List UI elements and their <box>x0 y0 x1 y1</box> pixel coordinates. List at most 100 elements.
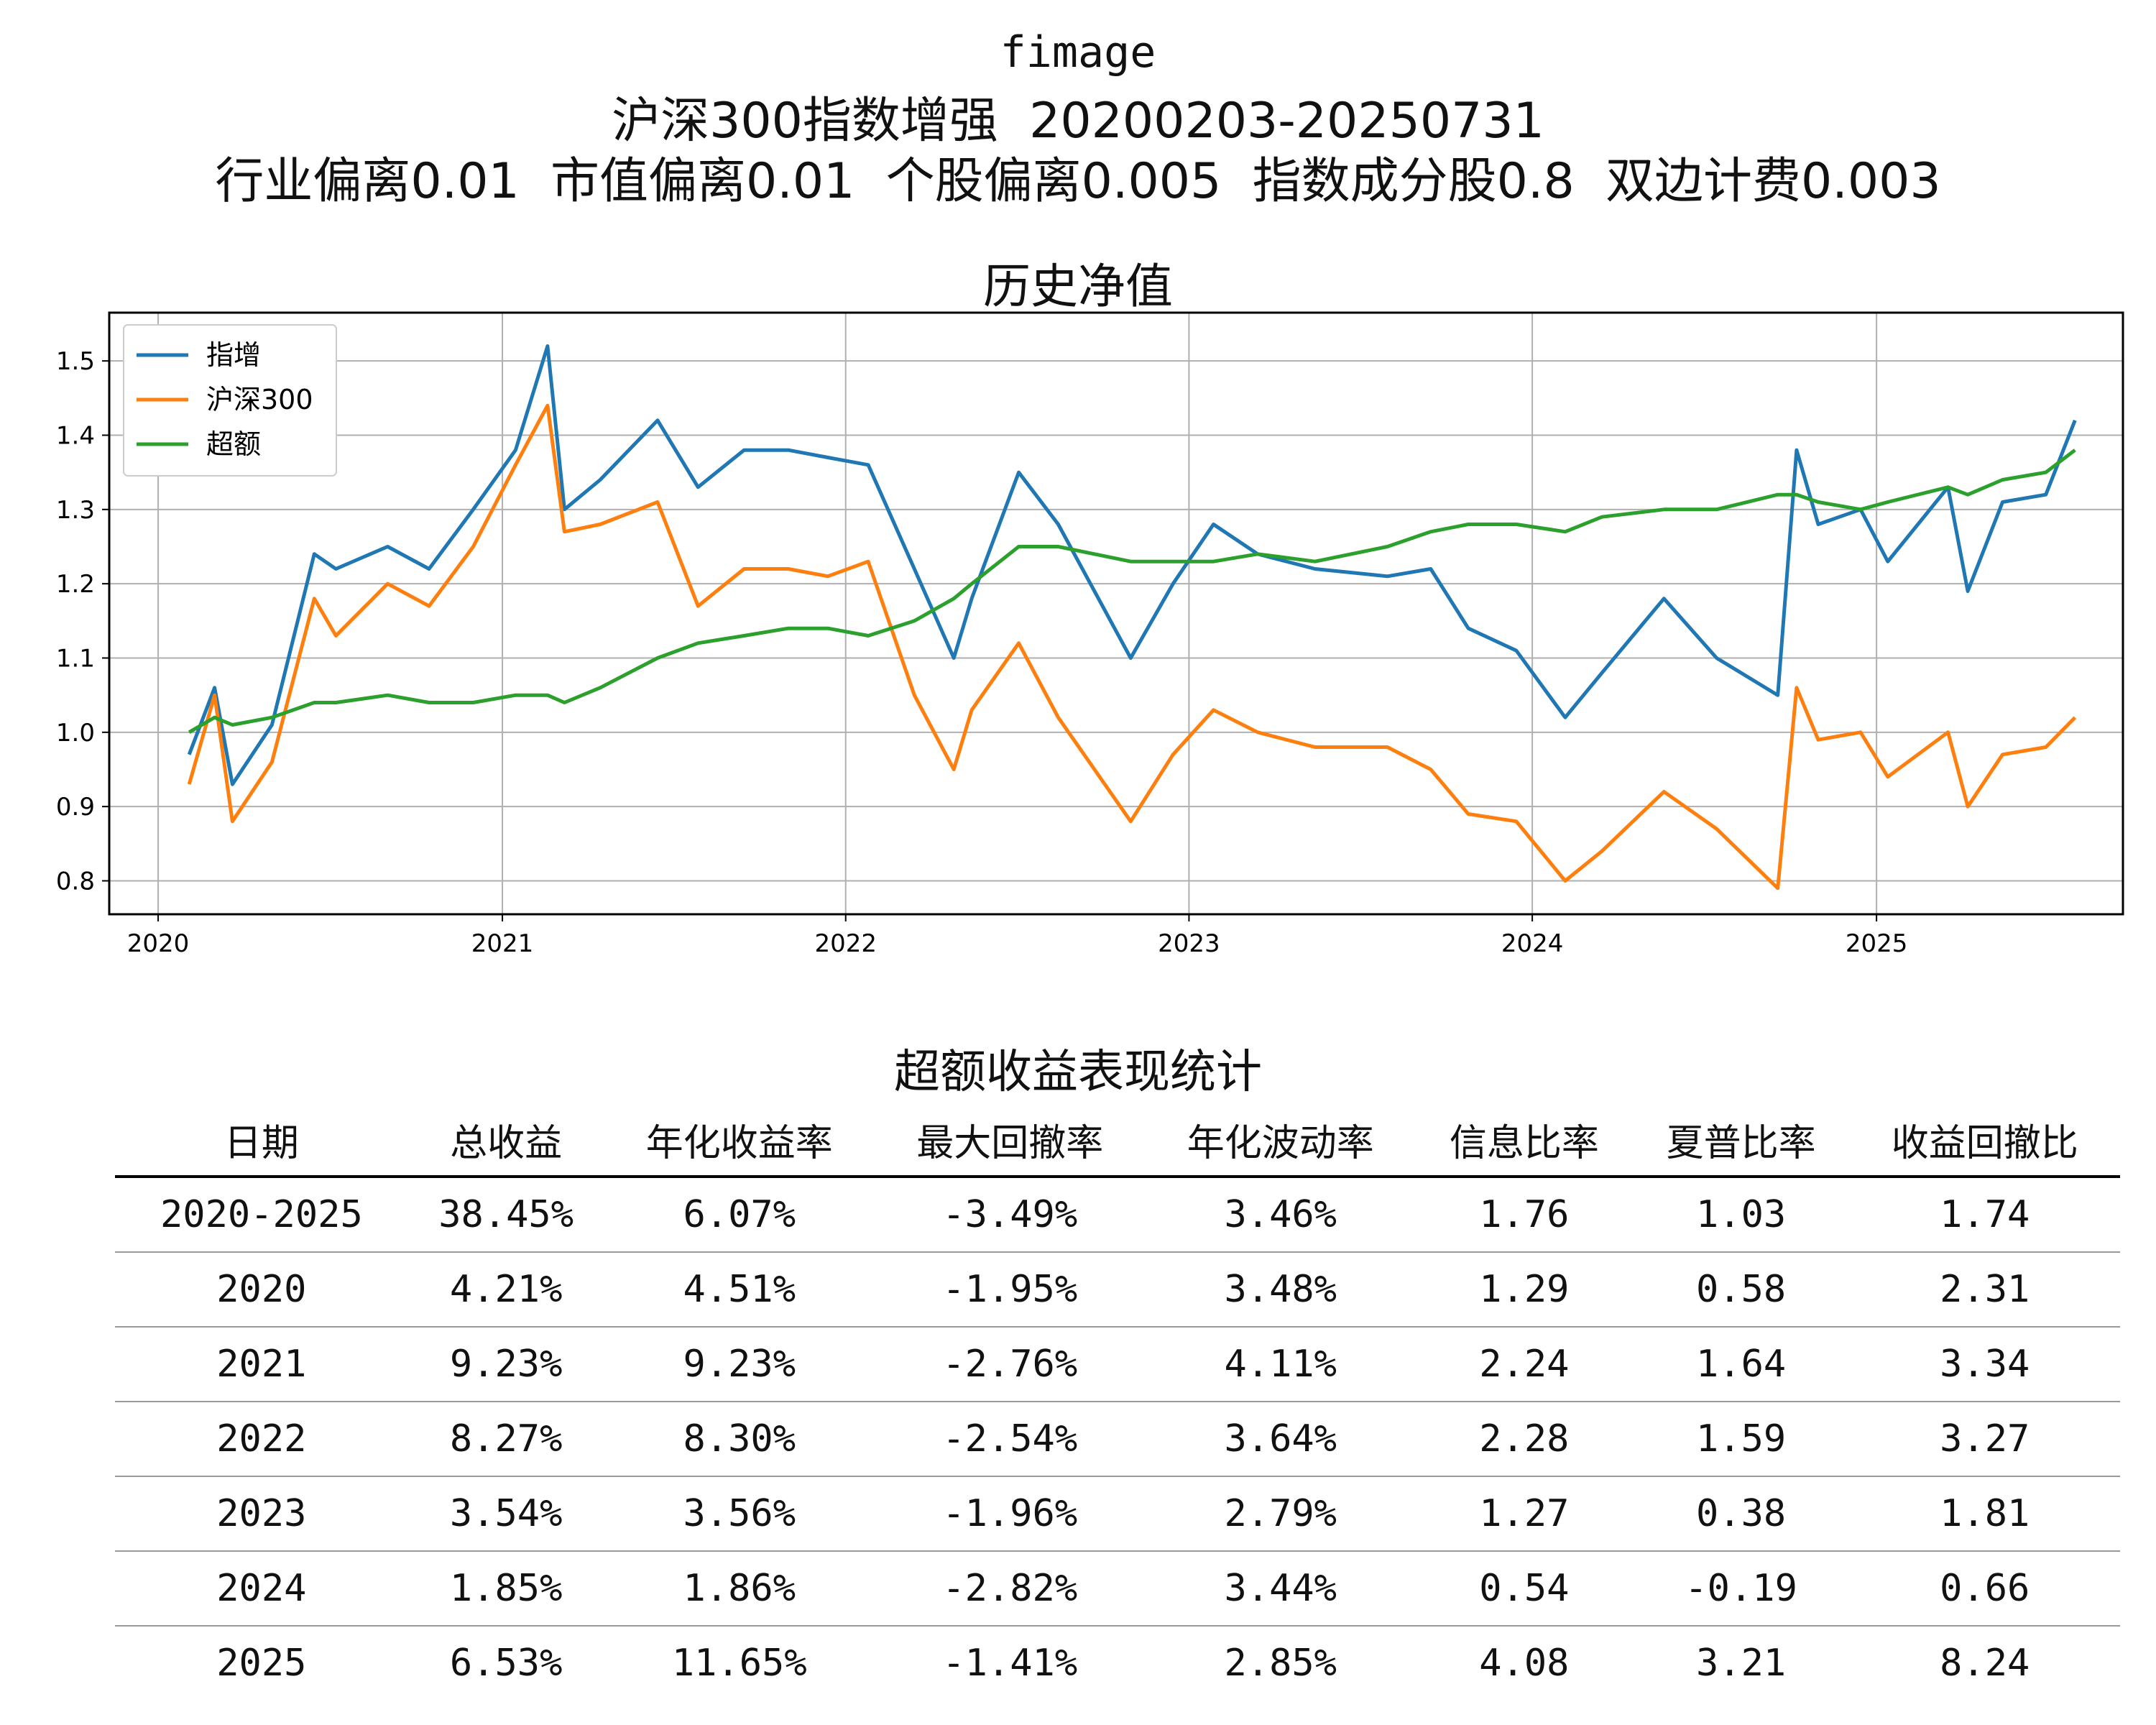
report-title: fimage <box>1000 27 1156 78</box>
table-title: 超额收益表现统计 <box>894 1046 1262 1099</box>
table-cell: 3.56% <box>604 1476 875 1552</box>
table-row: 2024 1.85% 1.86% -2.82% 3.44% 0.54 -0.19 0.66 <box>115 1551 2120 1627</box>
table-cell: -2.76% <box>875 1327 1146 1402</box>
table-cell: 3.46% <box>1145 1177 1416 1253</box>
table-cell: 1.64 <box>1632 1327 1850 1402</box>
table-cell: 8.24 <box>1940 1642 2030 1685</box>
y-tick-label: 1.4 <box>56 422 95 451</box>
table-cell: 0.38 <box>1632 1476 1850 1552</box>
column-header: 年化波动率 <box>1145 1103 1416 1178</box>
table-cell: 2020-2025 <box>115 1177 408 1253</box>
table-cell: 4.08 <box>1479 1642 1570 1685</box>
table-cell: 8.27% <box>407 1402 604 1477</box>
table-cell: 3.48% <box>1145 1252 1416 1328</box>
table-row: 2023 3.54% 3.56% -1.96% 2.79% 1.27 0.38 1.81 <box>115 1476 2120 1552</box>
table-cell: -1.95% <box>875 1252 1146 1328</box>
table-cell: 3.27 <box>1849 1402 2120 1477</box>
y-tick-label: 0.9 <box>56 793 95 822</box>
table-cell: -1.41% <box>942 1642 1078 1685</box>
column-header: 收益回撤比 <box>1849 1103 2120 1178</box>
column-header: 夏普比率 <box>1632 1103 1850 1178</box>
table-cell: 3.21 <box>1696 1642 1787 1685</box>
series-line-1 <box>187 403 2077 891</box>
table-cell: 3.44% <box>1145 1551 1416 1627</box>
table-row: 2022 8.27% 8.30% -2.54% 3.64% 2.28 1.59 3.27 <box>115 1402 2120 1477</box>
legend-box <box>123 324 337 477</box>
table-cell: 1.03 <box>1632 1177 1850 1253</box>
x-tick-label: 2021 <box>471 929 534 958</box>
report-parameters: 行业偏离0.01 市值偏离0.01 个股偏离0.005 指数成分股0.8 双边计… <box>215 153 1941 210</box>
table-cell: 4.51% <box>604 1252 875 1328</box>
table-header-row: 日期 总收益 年化收益率 最大回撤率 年化波动率 信息比率 夏普比率 收益回撤比 <box>115 1103 2120 1178</box>
table-cell: 1.74 <box>1849 1177 2120 1253</box>
table-cell: 1.86% <box>604 1551 875 1627</box>
excess-return-stats-table: 日期 总收益 年化收益率 最大回撤率 年化波动率 信息比率 夏普比率 收益回撤比 2020-2… <box>115 1103 2120 1700</box>
table-cell: 1.27 <box>1415 1476 1633 1552</box>
report-subtitle: 沪深300指数增强 20200203-20250731 <box>612 93 1544 150</box>
table-cell: 4.21% <box>407 1252 604 1328</box>
table-cell: -2.54% <box>875 1402 1146 1477</box>
table-cell: 2.79% <box>1145 1476 1416 1552</box>
column-header: 总收益 <box>407 1103 604 1178</box>
plot-frame <box>108 311 2124 916</box>
table-cell: 1.81 <box>1849 1476 2120 1552</box>
table-cell: 1.59 <box>1632 1402 1850 1477</box>
table-cell: 6.07% <box>604 1177 875 1253</box>
table-cell: 38.45% <box>407 1177 604 1253</box>
table-cell: 2.31 <box>1849 1252 2120 1328</box>
table-cell: 3.34 <box>1849 1327 2120 1402</box>
table-cell: -1.96% <box>875 1476 1146 1552</box>
table-row: 2025 6.53% 11.65% -1.41% 2.85% 4.08 3.21 8.24 <box>115 1626 2120 1700</box>
column-header: 最大回撤率 <box>875 1103 1146 1178</box>
legend-label: 指增 <box>206 339 261 371</box>
table-cell: 2025 <box>216 1642 307 1685</box>
table-cell: -3.49% <box>875 1177 1146 1253</box>
x-tick-label: 2025 <box>1846 929 1908 958</box>
table-cell: 1.29 <box>1415 1252 1633 1328</box>
table-row: 2020 4.21% 4.51% -1.95% 3.48% 1.29 0.58 2.31 <box>115 1252 2120 1328</box>
table-cell: 11.65% <box>671 1642 807 1685</box>
y-tick-label: 1.3 <box>56 496 95 525</box>
y-tick-label: 1.5 <box>56 347 95 376</box>
table-cell: 2022 <box>115 1402 408 1477</box>
column-header: 信息比率 <box>1415 1103 1633 1178</box>
table-cell: 2024 <box>115 1551 408 1627</box>
table-cell: 0.58 <box>1632 1252 1850 1328</box>
table-cell: 3.54% <box>407 1476 604 1552</box>
table-cell: 2.24 <box>1415 1327 1633 1402</box>
legend-label: 沪深300 <box>206 384 313 415</box>
chart-title: 历史净值 <box>983 259 1173 314</box>
column-header: 日期 <box>115 1103 408 1178</box>
x-tick-label: 2020 <box>127 929 190 958</box>
table-cell: 6.53% <box>449 1642 563 1685</box>
table-cell: 2023 <box>115 1476 408 1552</box>
table-cell: 0.66 <box>1849 1551 2120 1627</box>
column-header: 年化收益率 <box>604 1103 875 1178</box>
table-row: 2020-2025 38.45% 6.07% -3.49% 3.46% 1.76 1.03 1… <box>115 1177 2120 1253</box>
nav-line-chart: 0.8 0.9 1.0 1.1 1.2 1.3 1.4 1.5 2020 2021 2022 2023… <box>56 311 2124 958</box>
table-cell: 9.23% <box>604 1327 875 1402</box>
plot-area <box>109 313 2123 914</box>
series-line-2 <box>188 448 2076 734</box>
table-cell: 2.28 <box>1415 1402 1633 1477</box>
table-cell: 2021 <box>115 1327 408 1402</box>
y-tick-label: 1.2 <box>56 570 95 599</box>
table-cell: 2020 <box>115 1252 408 1328</box>
table-cell: 3.64% <box>1145 1402 1416 1477</box>
y-tick-label: 0.8 <box>56 868 95 896</box>
table-cell: 4.11% <box>1145 1327 1416 1402</box>
table-cell: -2.82% <box>875 1551 1146 1627</box>
y-tick-label: 1.1 <box>56 645 95 673</box>
table-cell: 8.30% <box>604 1402 875 1477</box>
series-line-0 <box>187 344 2077 786</box>
x-tick-label: 2022 <box>814 929 877 958</box>
table-cell: -0.19 <box>1632 1551 1850 1627</box>
legend-label: 超额 <box>206 428 261 460</box>
table-cell: 1.76 <box>1415 1177 1633 1253</box>
table-cell: 2.85% <box>1224 1642 1337 1685</box>
table-cell: 1.85% <box>407 1551 604 1627</box>
x-tick-label: 2023 <box>1158 929 1220 958</box>
table-cell: 0.54 <box>1415 1551 1633 1627</box>
table-cell: 9.23% <box>407 1327 604 1402</box>
x-tick-label: 2024 <box>1501 929 1564 958</box>
